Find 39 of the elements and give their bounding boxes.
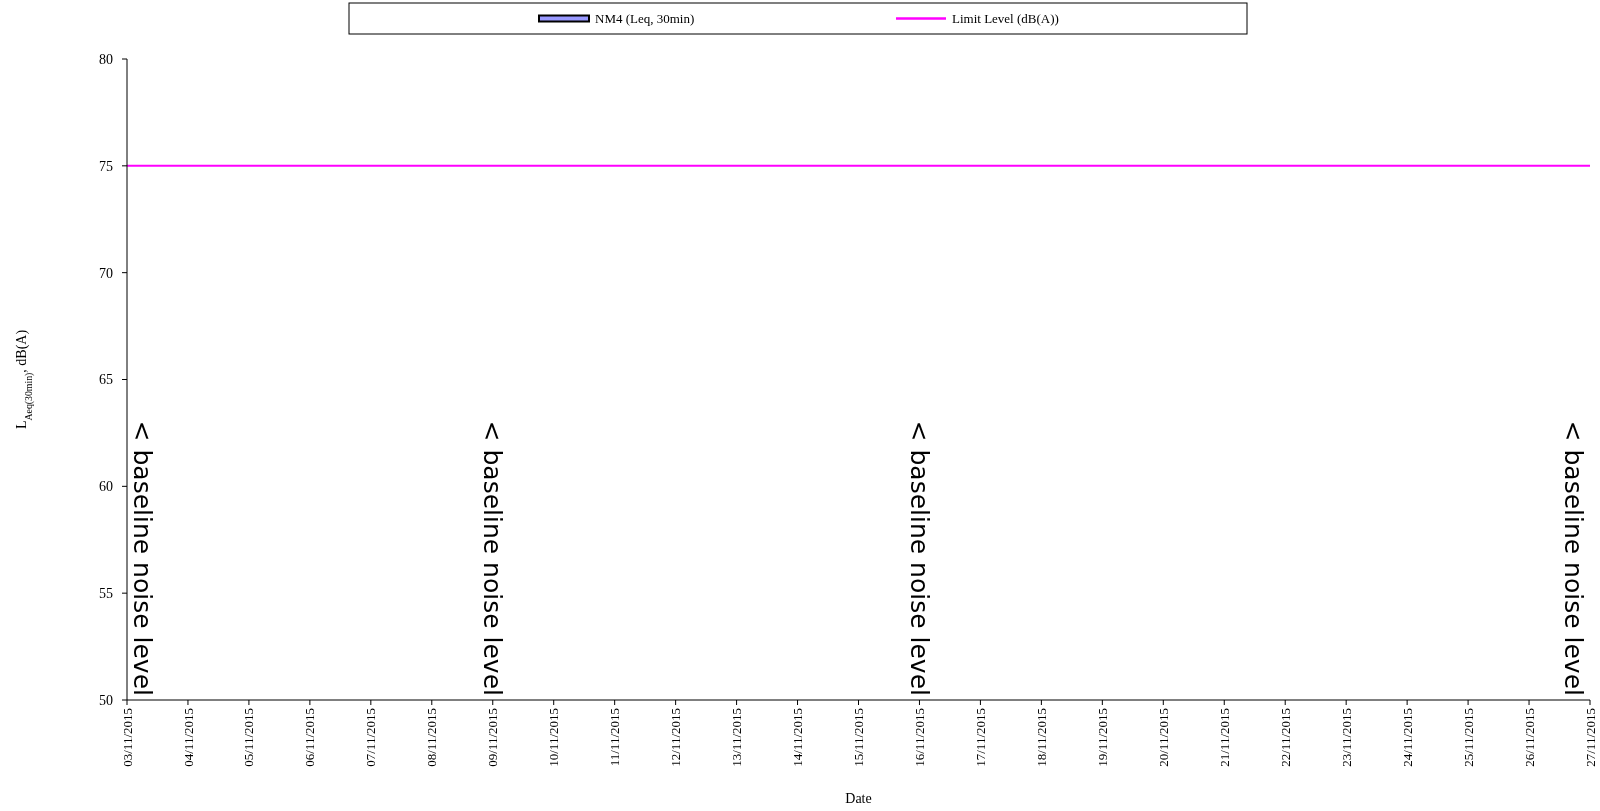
y-tick-label: 75	[99, 158, 113, 174]
y-tick-label: 65	[99, 372, 113, 388]
x-tick-label: 10/11/2015	[546, 708, 562, 767]
x-tick-label: 25/11/2015	[1460, 708, 1476, 767]
y-tick-label: 60	[99, 479, 113, 495]
x-tick-label: 13/11/2015	[729, 708, 745, 767]
y-tick-label: 70	[99, 265, 113, 281]
x-tick-label: 09/11/2015	[485, 708, 501, 767]
x-tick-label: 11/11/2015	[607, 708, 623, 767]
legend-label: NM4 (Leq, 30min)	[595, 11, 695, 27]
annotation: < baseline noise level	[904, 420, 934, 696]
annotation: < baseline noise level	[128, 420, 158, 696]
annotation: < baseline noise level	[1559, 420, 1589, 696]
x-tick-label: 24/11/2015	[1399, 708, 1415, 767]
x-tick-label: 17/11/2015	[972, 708, 988, 767]
x-tick-label: 27/11/2015	[1582, 708, 1598, 767]
x-tick-label: 04/11/2015	[180, 708, 196, 767]
x-tick-label: 07/11/2015	[363, 708, 379, 767]
legend-label: Limit Level (dB(A))	[952, 11, 1059, 27]
y-tick-label: 80	[99, 51, 113, 67]
x-tick-label: 15/11/2015	[851, 708, 867, 767]
x-tick-label: 03/11/2015	[119, 708, 135, 767]
x-axis-title: Date	[845, 791, 872, 806]
x-tick-label: 20/11/2015	[1155, 708, 1171, 767]
x-tick-label: 05/11/2015	[241, 708, 257, 767]
x-tick-label: 21/11/2015	[1216, 708, 1232, 767]
x-tick-label: 16/11/2015	[912, 708, 928, 767]
x-tick-label: 22/11/2015	[1277, 708, 1293, 767]
x-tick-label: 26/11/2015	[1521, 708, 1537, 767]
y-tick-label: 50	[99, 692, 113, 708]
x-tick-label: 12/11/2015	[668, 708, 684, 767]
annotation: < baseline noise level	[478, 420, 507, 696]
x-tick-label: 23/11/2015	[1338, 708, 1354, 767]
y-tick-label: 55	[99, 586, 113, 602]
x-tick-label: 06/11/2015	[302, 708, 318, 767]
x-tick-label: 08/11/2015	[424, 708, 440, 767]
x-tick-label: 18/11/2015	[1033, 708, 1049, 767]
x-tick-label: 14/11/2015	[790, 708, 806, 767]
x-tick-label: 19/11/2015	[1094, 708, 1110, 767]
